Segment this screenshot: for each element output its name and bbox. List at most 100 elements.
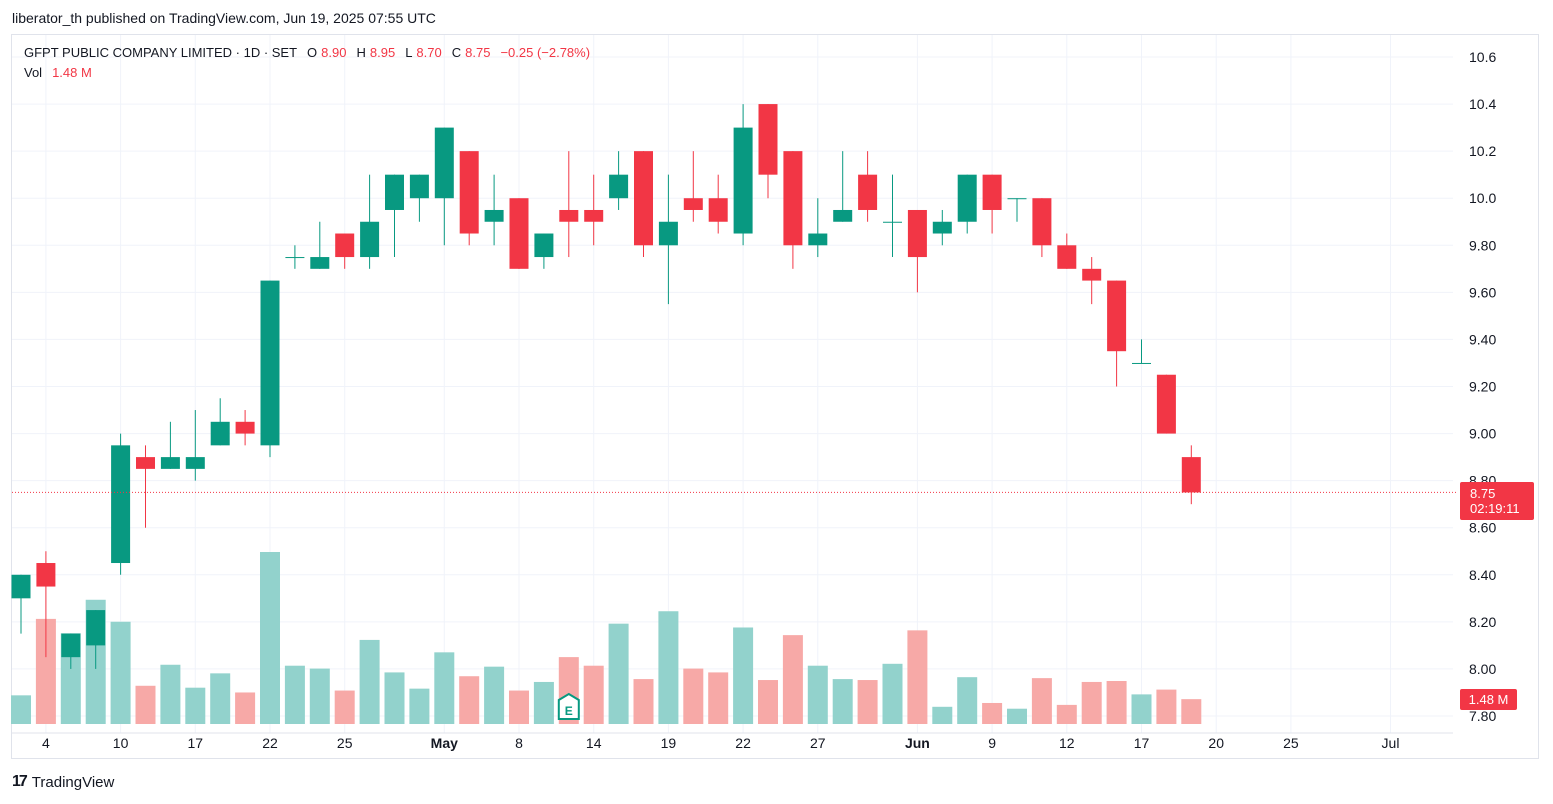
volume-bar (484, 666, 505, 724)
volume-value: 1.48 M (52, 65, 92, 80)
volume-bar (135, 685, 156, 724)
x-tick-label: 22 (262, 735, 278, 751)
candle-body (310, 257, 330, 269)
volume-bar (733, 627, 754, 724)
candle-body (385, 174, 404, 210)
volume-bar (235, 692, 256, 724)
volume-bar (185, 687, 206, 724)
volume-bar (309, 668, 330, 724)
open-value: 8.90 (321, 45, 347, 60)
candle-body (434, 127, 454, 199)
candle-body (658, 221, 678, 246)
y-tick-label: 8.60 (1469, 520, 1496, 536)
candle-body (584, 209, 604, 222)
y-tick-label: 9.40 (1469, 331, 1496, 347)
candle-body (932, 221, 952, 234)
candle-body (1032, 198, 1052, 246)
candle-body (833, 209, 853, 222)
candle-body (136, 457, 155, 469)
volume-bar (210, 673, 231, 724)
candle-body (957, 174, 977, 222)
x-tick-label: 20 (1208, 735, 1224, 751)
y-tick-label: 10.6 (1469, 49, 1496, 65)
candle-body (1057, 245, 1077, 269)
candle-body (11, 574, 31, 599)
y-tick-label: 9.60 (1469, 284, 1496, 300)
volume-bar (782, 635, 803, 724)
candle-body (61, 633, 81, 658)
volume-bar (1056, 704, 1077, 724)
candle-body (634, 151, 653, 246)
x-tick-label: May (431, 735, 458, 751)
ohlc-row: GFPT PUBLIC COMPANY LIMITED · 1D · SET O… (24, 45, 590, 65)
volume-bar (160, 664, 181, 724)
volume-row: Vol 1.48 M (24, 65, 590, 85)
candle-body (1107, 280, 1127, 352)
brand-name: TradingView (31, 773, 115, 791)
volume-bar (11, 695, 31, 724)
candle-body (534, 233, 554, 258)
volume-bar (110, 621, 131, 724)
last-price-value: 8.75 (1470, 486, 1496, 501)
close-value: 8.75 (465, 45, 491, 60)
earnings-marker-icon (557, 692, 580, 720)
volume-bar (533, 681, 554, 724)
candle-body (609, 174, 629, 199)
volume-bar (932, 706, 953, 724)
change-value: −0.25 (−2.78%) (500, 45, 591, 60)
x-tick-label: 9 (988, 735, 996, 751)
volume-bar (1181, 699, 1202, 724)
candle-body (210, 421, 230, 446)
x-tick-label: 22 (735, 735, 751, 751)
y-tick-label: 10.0 (1469, 190, 1496, 206)
volume-bar (359, 639, 380, 724)
candle-body (185, 457, 205, 469)
volume-bar (832, 679, 853, 724)
high-value: 8.95 (369, 45, 396, 60)
candle-body (907, 209, 927, 258)
close-label: C (451, 45, 462, 60)
candle-body (1007, 198, 1027, 200)
x-tick-label: 8 (515, 735, 523, 751)
y-tick-label: 7.80 (1469, 708, 1496, 724)
candle-body (484, 209, 504, 222)
x-tick-label: 27 (810, 735, 826, 751)
candle-body (808, 233, 828, 246)
bar-countdown: 02:19:11 (1470, 501, 1520, 516)
publish-info: liberator_th published on TradingView.co… (12, 10, 436, 26)
x-tick-label: 17 (1134, 735, 1150, 751)
volume-bar (957, 677, 978, 724)
volume-bar (807, 665, 828, 724)
x-tick-label: 19 (661, 735, 677, 751)
x-tick-label: 25 (337, 735, 353, 751)
volume-bar (907, 630, 928, 724)
volume-bar (882, 663, 903, 724)
y-tick-label: 8.20 (1469, 614, 1496, 630)
volume-bar (1031, 678, 1052, 724)
candle-body (1082, 268, 1102, 281)
volume-bar (982, 702, 1003, 724)
volume-bar (1007, 708, 1027, 724)
y-tick-label: 10.4 (1469, 96, 1496, 112)
candle-body (758, 104, 778, 175)
volume-label[interactable]: Vol (24, 65, 43, 80)
x-tick-label: 12 (1059, 735, 1075, 751)
candle-body (285, 257, 305, 259)
volume-bar (658, 611, 679, 724)
volume-bar (459, 676, 480, 724)
candle-body (1132, 362, 1151, 364)
symbol-label[interactable]: GFPT PUBLIC COMPANY LIMITED · 1D · SET (24, 45, 298, 60)
high-label: H (356, 45, 366, 60)
y-tick-label: 9.20 (1469, 379, 1496, 395)
x-tick-label: 14 (586, 735, 602, 751)
volume-bar (284, 665, 305, 724)
y-tick-label: 10.2 (1469, 143, 1496, 159)
x-tick-label: 10 (113, 735, 129, 751)
low-label: L (405, 45, 413, 60)
candle-body (982, 174, 1002, 210)
candle-body (858, 174, 878, 210)
tradingview-brand[interactable]: 17 TradingView (12, 773, 114, 791)
candle-body (459, 151, 479, 234)
candle-body (509, 198, 529, 269)
